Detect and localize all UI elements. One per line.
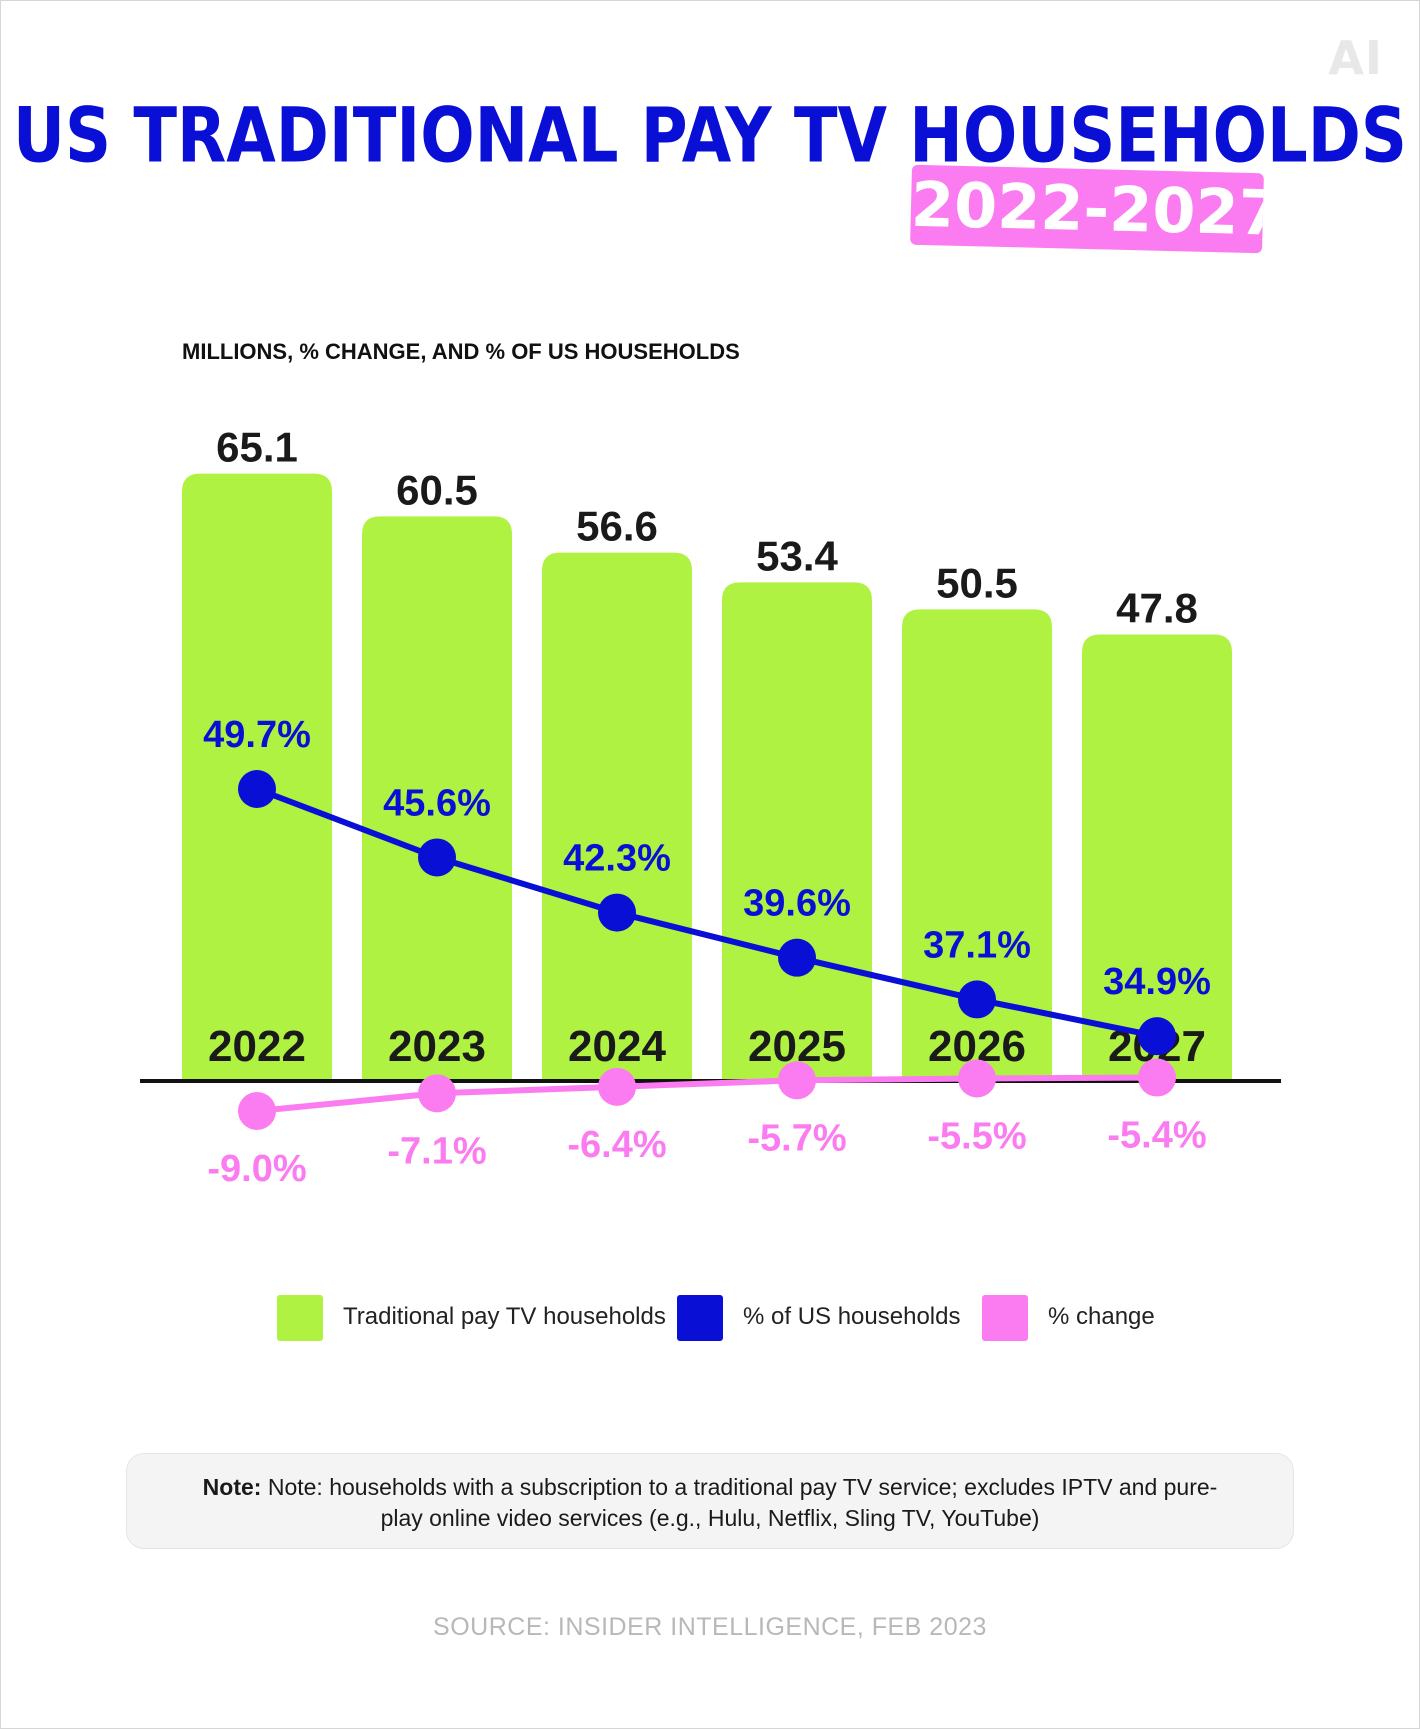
data-label-pct-change: -5.7% (747, 1117, 846, 1159)
x-tick-label: 2024 (568, 1022, 666, 1071)
bar-value-label: 56.6 (576, 503, 658, 550)
point-pct-change (598, 1067, 636, 1106)
data-label-pct-change: -9.0% (207, 1148, 306, 1190)
brand-logo: AI (1328, 31, 1383, 85)
point-pct-of-us (238, 770, 276, 808)
data-label-pct-of-us: 39.6% (743, 883, 851, 925)
legend-label-pct-of-us: % of US households (743, 1303, 961, 1330)
point-pct-change (778, 1061, 816, 1100)
legend: Traditional pay TV households % of US ho… (1, 1293, 1419, 1343)
note-text: Note: households with a subscription to … (267, 1474, 1218, 1531)
legend-swatch-pct-of-us (677, 1295, 723, 1341)
legend-swatch-pct-change (982, 1295, 1028, 1341)
point-pct-change (238, 1092, 276, 1130)
point-pct-of-us (958, 980, 996, 1019)
bar-value-label: 60.5 (396, 466, 478, 513)
data-label-pct-change: -5.4% (1107, 1115, 1206, 1157)
point-pct-change (418, 1074, 456, 1113)
bar-2027 (1082, 634, 1232, 1079)
data-label-pct-of-us: 37.1% (923, 924, 1031, 966)
chart-subtitle: MILLIONS, % CHANGE, AND % OF US HOUSEHOL… (182, 339, 740, 364)
chart-canvas: 65.1202260.5202356.6202453.4202550.52026… (140, 424, 1281, 1190)
source-line: SOURCE: INSIDER INTELLIGENCE, FEB 2023 (433, 1613, 987, 1641)
data-label-pct-of-us: 45.6% (383, 782, 491, 824)
point-pct-of-us (1138, 1017, 1176, 1056)
note-label: Note: (202, 1474, 262, 1500)
chart-title: US TRADITIONAL PAY TV HOUSEHOLDS (12, 93, 1408, 181)
series-line-pct-of-us (255, 786, 1158, 1040)
data-label-pct-of-us: 34.9% (1103, 961, 1211, 1003)
bar-2023 (362, 516, 512, 1079)
bar-value-label: 65.1 (216, 424, 298, 471)
x-tick-label: 2022 (208, 1022, 306, 1071)
data-label-pct-of-us: 42.3% (563, 838, 671, 880)
bar-value-label: 50.5 (936, 559, 1018, 606)
point-pct-of-us (778, 938, 816, 977)
legend-label-households: Traditional pay TV households (343, 1303, 666, 1330)
bar-2024 (542, 552, 692, 1079)
legend-label-pct-change: % change (1048, 1303, 1155, 1330)
bar-2025 (722, 582, 872, 1079)
bar-value-label: 53.4 (756, 532, 838, 579)
point-pct-change (958, 1059, 996, 1098)
note-box: Note: Note: households with a subscripti… (126, 1453, 1294, 1549)
series-line-pct-change (256, 1074, 1158, 1114)
bar-value-label: 47.8 (1116, 584, 1198, 631)
point-pct-of-us (418, 838, 456, 877)
point-pct-change (1138, 1058, 1176, 1097)
bar-2026 (902, 609, 1052, 1079)
x-tick-label: 2023 (388, 1022, 486, 1071)
legend-swatch-households (277, 1295, 323, 1341)
data-label-pct-of-us: 49.7% (203, 714, 311, 756)
data-label-pct-change: -7.1% (387, 1130, 486, 1172)
data-label-pct-change: -5.5% (927, 1115, 1026, 1157)
point-pct-of-us (598, 893, 636, 932)
data-label-pct-change: -6.4% (567, 1124, 666, 1166)
